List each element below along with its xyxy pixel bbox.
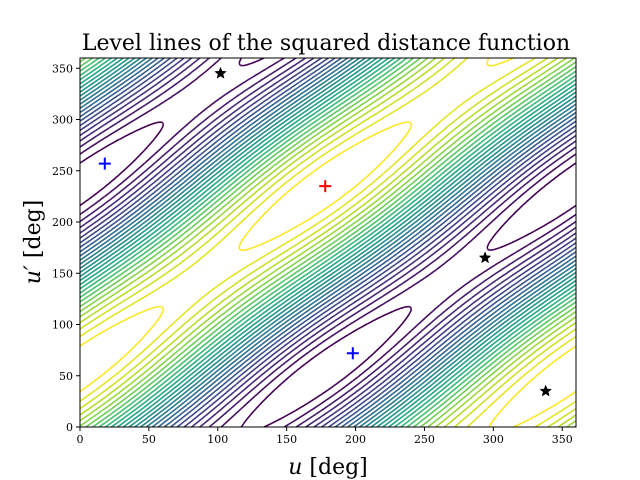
chart-title: Level lines of the squared distance func… [82,31,570,56]
blue-plus-marker [346,347,359,360]
contour-level-line [80,58,576,427]
x-tick-label: 50 [142,433,156,446]
contour-level-line [80,58,576,427]
contour-level-line [80,58,576,427]
contour-level-line [80,58,576,427]
y-axis: 0 50 100 150 200 250 300 350 [52,62,80,434]
contour-level-line [80,58,576,427]
star-marker [539,384,553,397]
y-axis-label-unit: [deg] [21,200,46,265]
blue-plus-marker [98,157,111,170]
y-tick-label: 300 [52,114,73,127]
contour-level-line [80,58,576,427]
contour-level-line [80,58,576,427]
y-axis-label-var: u′ [21,265,46,284]
contour-level-line [80,58,576,427]
y-tick-label: 350 [52,62,73,75]
contour-lines [80,58,576,427]
contour-level-line [80,58,576,427]
contour-level-line [80,58,576,427]
y-tick-label: 200 [52,216,73,229]
red-plus-marker [319,180,332,193]
contour-level-line [80,58,576,427]
x-axis-label: u [deg] [288,455,368,480]
y-tick-label: 150 [52,267,73,280]
contour-level-line [80,58,576,427]
x-tick-label: 250 [414,433,435,446]
contour-level-line [80,58,576,427]
star-marker [214,66,227,79]
y-tick-label: 0 [66,421,73,434]
markers [98,66,553,397]
x-axis-label-var: u [288,455,302,480]
x-axis-label-unit: [deg] [302,455,367,480]
x-tick-label: 150 [276,433,297,446]
y-axis-label: u′ [deg] [21,200,46,285]
plot-frame [79,57,577,428]
contour-level-line [80,58,576,427]
x-tick-label: 100 [207,433,228,446]
x-axis: 0 50 100 150 200 250 300 350 [77,427,573,446]
y-tick-label: 250 [52,165,73,178]
x-tick-label: 0 [77,433,84,446]
x-tick-label: 300 [483,433,504,446]
contour-level-line [80,58,576,427]
y-tick-label: 50 [59,370,73,383]
y-tick-label: 100 [52,319,73,332]
contour-level-line [80,58,576,427]
x-tick-label: 350 [552,433,573,446]
x-tick-label: 200 [345,433,366,446]
star-marker [478,251,492,264]
